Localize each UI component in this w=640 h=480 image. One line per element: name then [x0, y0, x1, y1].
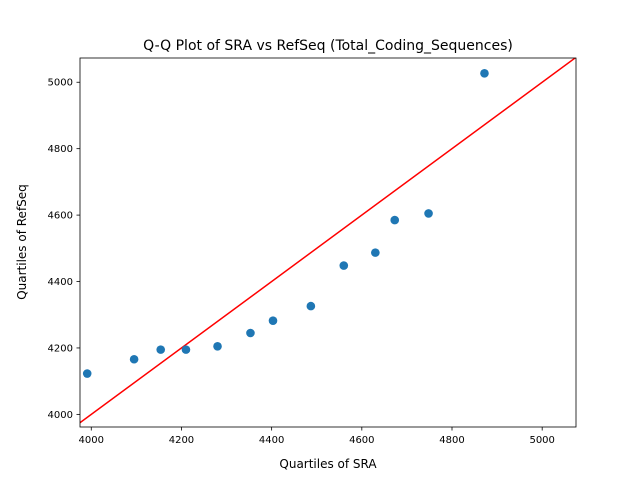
- data-point: [129, 354, 139, 364]
- y-tick-label: 4600: [48, 211, 73, 222]
- y-tick-label: 4400: [48, 277, 73, 288]
- axes-frame: [79, 57, 577, 428]
- reference-line: [80, 58, 576, 424]
- data-point: [268, 316, 278, 326]
- x-tick-label: 4200: [169, 435, 194, 446]
- y-tick-label: 4800: [48, 144, 73, 155]
- y-tick-label: 5000: [48, 78, 73, 89]
- data-point: [424, 209, 433, 218]
- data-point: [306, 301, 316, 311]
- data-point: [156, 345, 166, 354]
- x-tick-label: 4800: [439, 435, 464, 446]
- data-point: [82, 369, 92, 378]
- data-point: [246, 328, 255, 338]
- data-point: [371, 248, 380, 257]
- data-point: [339, 261, 349, 270]
- data-point: [480, 68, 489, 78]
- data-point: [181, 345, 191, 354]
- y-axis-label: Quartiles of RefSeq: [15, 184, 29, 300]
- y-tick-label: 4000: [48, 410, 73, 421]
- data-point: [213, 341, 222, 351]
- x-tick-label: 4600: [349, 435, 374, 446]
- x-axis-label: Quartiles of SRA: [279, 457, 377, 471]
- x-tick-label: 4400: [259, 435, 284, 446]
- chart-title: Q-Q Plot of SRA vs RefSeq (Total_Coding_…: [143, 38, 513, 54]
- y-tick-label: 4200: [48, 343, 73, 354]
- x-tick-label: 4000: [79, 435, 104, 446]
- data-point: [390, 215, 400, 225]
- x-tick-label: 5000: [529, 435, 554, 446]
- plot-area: 4000 4200 4400 4600 4800 5000 4000 4200 4400 4600…: [48, 57, 577, 446]
